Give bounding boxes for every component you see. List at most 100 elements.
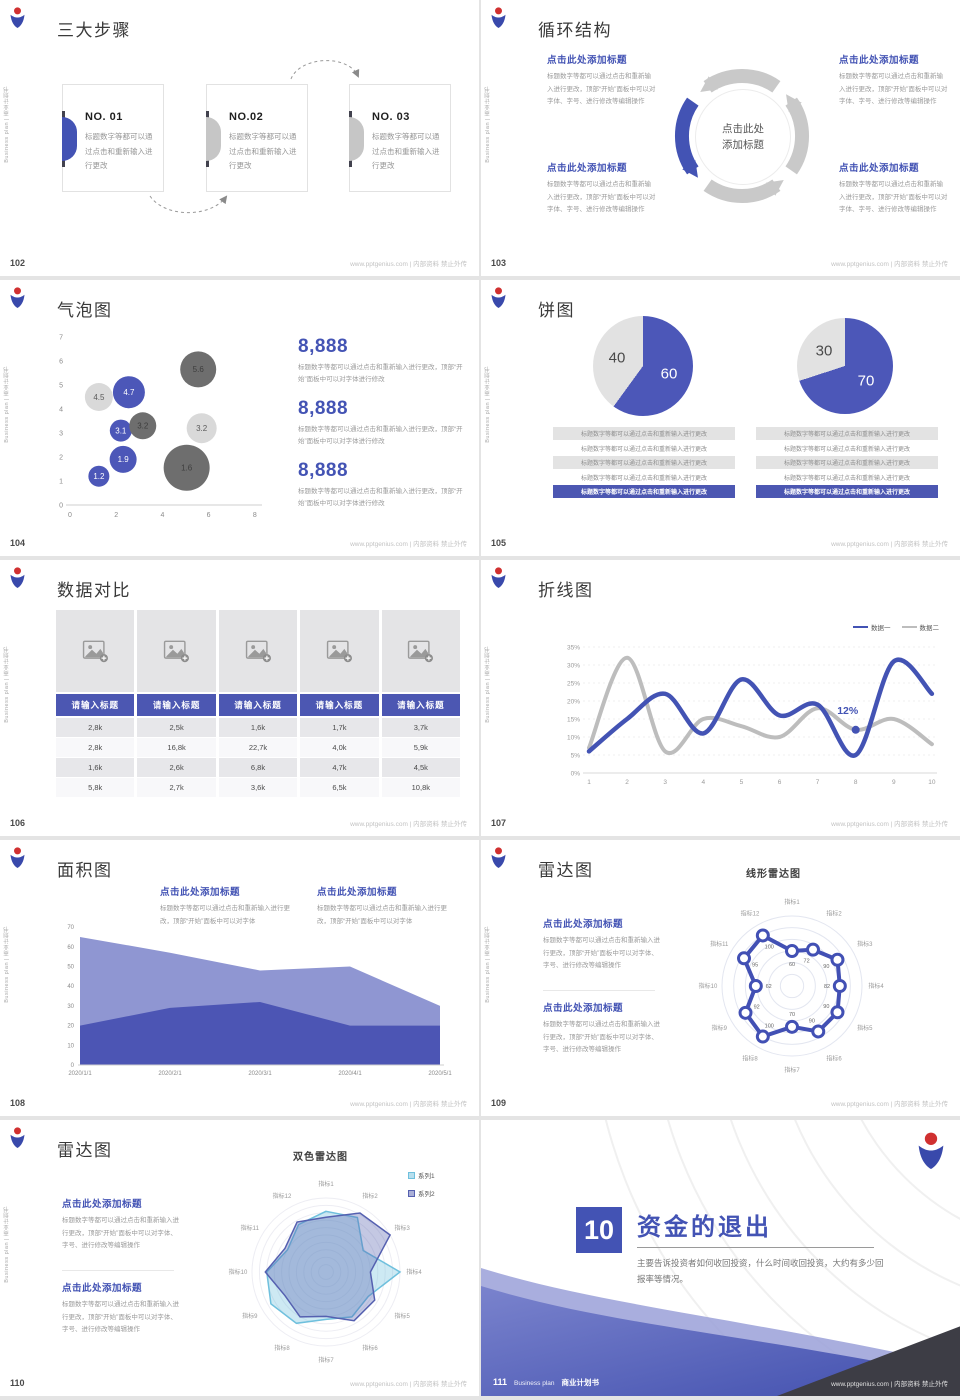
radar-gridline	[303, 1249, 349, 1295]
legend-swatch-series2	[901, 625, 917, 629]
table-column: 请输入标题 2,5k 16,8k 2,6k 2,7k	[137, 610, 216, 798]
slide-107[interactable]: 折线图 数据一 数据二 0% 5% 10% 15% 20% 25% 30% 35% 1 2 3 4 5 6…	[481, 560, 960, 836]
slide-105[interactable]: 饼图 40 60 30 70 标题数字等都可以通过点击和重新输入进行更改 标题数字…	[481, 280, 960, 556]
image-placeholder	[137, 610, 216, 692]
column-header: 请输入标题	[381, 694, 461, 716]
annotation-dot	[851, 725, 860, 734]
cycle-center-circle: 点击此处 添加标题	[695, 89, 791, 185]
chart-title: 双色雷达图	[293, 1152, 348, 1163]
table-cell: 2,5k	[137, 718, 216, 737]
footer-site-text: www.pptgenius.com | 内部资料 禁止外传	[831, 821, 948, 828]
pie-slice-label: 70	[857, 372, 875, 390]
half-circle-marker	[62, 117, 77, 161]
radar-marker	[832, 979, 847, 993]
page-number: 109	[491, 1098, 507, 1108]
title-underline	[637, 1247, 874, 1248]
radar-gridline	[258, 1204, 394, 1340]
bubble	[129, 412, 157, 440]
step-number: NO. 01	[85, 111, 123, 123]
slide-110[interactable]: 雷达图 双色雷达图 点击此处添加标题 标题数字等都可以通过点击和重新输入进行更改…	[0, 1120, 479, 1396]
radar-gridline	[251, 1197, 401, 1347]
block-body: 标题数字等都可以通过点击和重新输入进行更改，顶部“开始”面板中可以对字体、字号、…	[547, 181, 656, 214]
slide-103[interactable]: 循环结构 点击此处添加标题 标题数字等都可以通过点击和重新输入进行更改，顶部“开…	[481, 0, 960, 276]
radar-value-label: 62	[766, 984, 772, 990]
slide-108[interactable]: 面积图 点击此处添加标题 标题数字等都可以通过点击和重新输入进行更改，顶部“开始…	[0, 840, 479, 1116]
image-placeholder	[300, 610, 379, 692]
table-column: 请输入标题 1,6k 22,7k 6,8k 3,6k	[218, 610, 298, 798]
bubble	[186, 413, 217, 444]
sidebar-vertical-text: Business plan | 商业计划书	[4, 366, 10, 443]
y-tick-label: 5%	[571, 753, 581, 760]
radar-axis-label: 指标1	[784, 898, 800, 906]
radar-axis-label: 指标12	[741, 909, 760, 917]
legend-swatch-series1	[408, 1171, 415, 1179]
table-cell: 5,8k	[56, 778, 135, 797]
bubble-label: 5.6	[193, 365, 205, 374]
radar-value-label: 90	[823, 964, 829, 970]
radar-value-label: 82	[824, 984, 830, 990]
chart-title: 线形雷达图	[746, 869, 801, 880]
area-series-1	[80, 936, 440, 1065]
block-body: 标题数字等都可以通过点击和重新输入进行更改，顶部“开始”面板中可以对字体、字号、…	[839, 73, 948, 106]
y-tick-label: 70	[67, 925, 74, 931]
text-block: 点击此处添加标题 标题数字等都可以通过点击和重新输入进行更改，顶部“开始”面板中…	[547, 52, 657, 109]
bubble	[84, 383, 113, 411]
text-block: 点击此处添加标题 标题数字等都可以通过点击和重新输入进行更改，顶部“开始”面板中…	[543, 916, 661, 973]
y-tick-label: 7	[59, 335, 63, 342]
slide-title: 循环结构	[538, 21, 612, 40]
step-card-1: NO. 01 标题数字等都可以通过点击和重新输入进行更改	[62, 84, 164, 192]
text-block: 点击此处添加标题 标题数字等都可以通过点击和重新输入进行更改，顶部“开始”面板中…	[62, 1196, 180, 1253]
legend-label: 系列2	[418, 1191, 435, 1198]
radar-gridline	[779, 973, 805, 999]
legend-item: 数据一	[853, 622, 891, 632]
brand-logo-icon	[10, 1127, 25, 1148]
block-heading: 点击此处添加标题	[543, 1003, 624, 1014]
pie-slice-label: 30	[815, 342, 833, 360]
cycle-arc-left-accent	[674, 97, 699, 178]
caption-row: 标题数字等都可以通过点击和重新输入进行更改	[783, 446, 910, 453]
slide-102[interactable]: 三大步骤 NO. 01 标题数字等都可以通过点击和重新输入进行更改 NO.02 …	[0, 0, 479, 276]
x-tick-label: 4	[160, 512, 164, 519]
radar-axis-label: 指标3	[857, 940, 873, 948]
stat-block: 8,888 标题数字等都可以通过点击和重新输入进行更改，顶部“开始”面板中可以对…	[298, 398, 466, 449]
text-block: 点击此处添加标题 标题数字等都可以通过点击和重新输入进行更改，顶部“开始”面板中…	[160, 884, 298, 928]
slide-title: 雷达图	[57, 1141, 113, 1160]
x-tick-label: 2020/2/1	[158, 1071, 182, 1077]
y-tick-label: 40	[67, 984, 74, 990]
brand-logo-icon	[10, 287, 25, 308]
bubble-label: 4.7	[123, 388, 135, 397]
step-number: NO. 03	[372, 111, 410, 123]
bubble-label: 3.2	[196, 424, 208, 433]
y-tick-label: 30%	[567, 663, 580, 670]
table-cell: 6,8k	[218, 758, 298, 777]
radar-axis-label: 指标6	[826, 1055, 842, 1063]
legend-item: 数据二	[901, 622, 939, 632]
x-tick-label: 10	[928, 779, 936, 786]
slide-106[interactable]: 数据对比 请输入标题 2,8k 2,8k 1,6k 5,8k 请输入标题 2,5k 16,8k…	[0, 560, 479, 836]
radar-gridline	[281, 1227, 371, 1317]
text-block: 点击此处添加标题 标题数字等都可以通过点击和重新输入进行更改，顶部“开始”面板中…	[317, 884, 455, 928]
slide-104[interactable]: 气泡图 0 1 2 3 4 5 6 7 0 2 4 6 8 4.5 4.7 5.6 3.1 3.2 3.2 1.9 1.…	[0, 280, 479, 556]
page-number: 111	[493, 1377, 508, 1387]
column-header: 请输入标题	[218, 694, 298, 716]
block-body: 标题数字等都可以通过点击和重新输入进行更改，顶部“开始”面板中可以对字体、字号、…	[543, 1021, 660, 1054]
slide-109[interactable]: 雷达图 线形雷达图 点击此处添加标题 标题数字等都可以通过点击和重新输入进行更改…	[481, 840, 960, 1116]
y-tick-label: 30	[67, 1004, 74, 1010]
y-tick-label: 20	[67, 1024, 74, 1030]
slide-title: 雷达图	[538, 861, 594, 880]
y-tick-label: 15%	[567, 717, 580, 724]
footer-site-text: www.pptgenius.com | 内部资料 禁止外传	[350, 1101, 467, 1108]
block-heading: 点击此处添加标题	[547, 55, 628, 66]
x-tick-label: 3	[663, 779, 667, 786]
y-tick-label: 20%	[567, 699, 580, 706]
x-tick-label: 2020/1/1	[68, 1071, 92, 1077]
block-heading: 点击此处添加标题	[317, 887, 398, 898]
slide-111[interactable]: 10 资金的退出 主要告诉投资者如何收回投资，什么时间收回投资，大约有多少回报率…	[481, 1120, 960, 1396]
cycle-arc-top	[700, 68, 781, 93]
bubble-label: 1.2	[93, 472, 105, 481]
image-placeholder	[218, 610, 298, 692]
radar-axis-label: 指标4	[406, 1268, 422, 1276]
y-tick-label: 10	[67, 1043, 74, 1049]
page-number: 104	[10, 538, 26, 548]
